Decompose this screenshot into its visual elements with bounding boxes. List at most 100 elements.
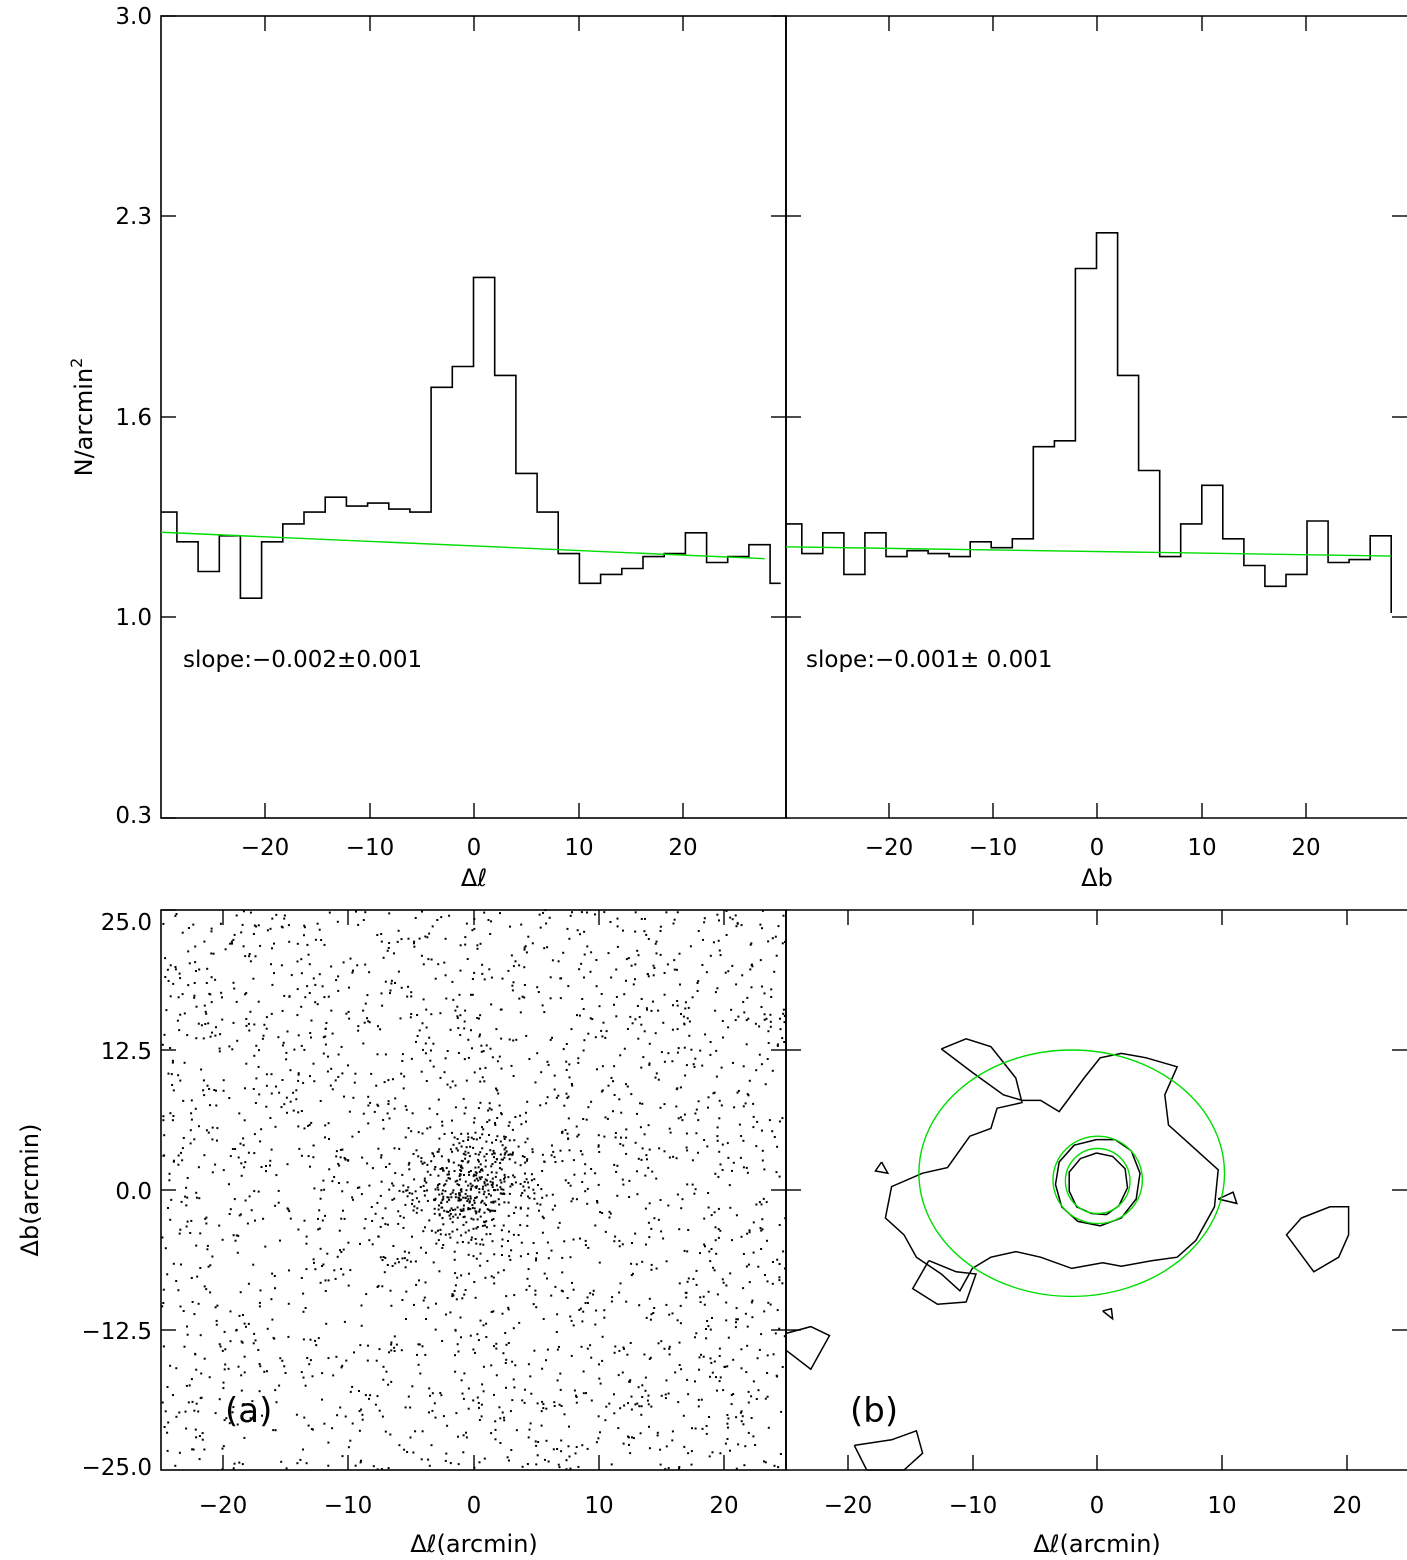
scatter-point [391, 1198, 394, 1201]
scatter-point [665, 1445, 668, 1448]
scatter-point [551, 1208, 554, 1211]
scatter-point [673, 959, 676, 962]
scatter-point [722, 1036, 724, 1039]
scatter-point [309, 1359, 312, 1362]
scatter-point [360, 1304, 363, 1307]
scatter-point [679, 983, 681, 986]
scatter-point [485, 1140, 488, 1143]
scatter-point [409, 1016, 412, 1019]
scatter-point [722, 1281, 725, 1284]
scatter-point [438, 1213, 441, 1216]
scatter-point [472, 1348, 475, 1351]
scatter-point [286, 1163, 289, 1166]
scatter-point [544, 909, 547, 912]
scatter-point [634, 978, 636, 981]
scatter-point [584, 1163, 587, 1166]
scatter-point [473, 1173, 476, 1176]
scatter-point [258, 1093, 261, 1096]
scatter-point [482, 1050, 485, 1053]
scatter-point [170, 1198, 173, 1201]
scatter-point [672, 922, 675, 925]
scatter-point [683, 1445, 686, 1448]
scatter-point [583, 953, 586, 956]
scatter-point [467, 1038, 470, 1041]
scatter-point [533, 1192, 536, 1195]
scatter-point [724, 1442, 727, 1445]
scatter-point [207, 1265, 210, 1268]
scatter-point [490, 1165, 493, 1168]
scatter-point [418, 1279, 420, 1282]
scatter-point [503, 1148, 506, 1151]
scatter-point [203, 1448, 206, 1451]
scatter-point [509, 1153, 512, 1156]
scatter-point [459, 1208, 462, 1211]
scatter-point [692, 1278, 695, 1280]
scatter-point [449, 1212, 452, 1215]
scatter-point [628, 1443, 630, 1446]
scatter-point [418, 1029, 421, 1032]
scatter-point [668, 1347, 671, 1350]
scatter-point [257, 1190, 260, 1193]
scatter-point [507, 1201, 510, 1204]
scatter-point [377, 1025, 379, 1028]
scatter-point [327, 1055, 329, 1058]
scatter-point [478, 1208, 481, 1211]
scatter-point [492, 1310, 495, 1313]
scatter-point [639, 1102, 641, 1105]
scatter-point [559, 1372, 562, 1375]
scatter-point [161, 1305, 164, 1308]
scatter-point [510, 1064, 513, 1067]
scatter-point [479, 1151, 482, 1154]
scatter-point [652, 1000, 654, 1003]
scatter-point [210, 927, 213, 930]
scatter-point [721, 1020, 724, 1022]
scatter-point [281, 1079, 284, 1081]
scatter-point [527, 1186, 530, 1189]
scatter-point [454, 1009, 457, 1012]
contour-line-5 [785, 1325, 831, 1371]
scatter-point [712, 1266, 715, 1269]
scatter-point [459, 1178, 462, 1181]
scatter-point [728, 1184, 731, 1187]
scatter-point [174, 968, 177, 971]
scatter-point [310, 1121, 313, 1124]
scatter-point [162, 1154, 165, 1157]
scatter-point [654, 942, 657, 945]
scatter-point [720, 1104, 723, 1107]
scatter-point [411, 1235, 413, 1238]
scatter-point [452, 1143, 455, 1146]
scatter-point [650, 1227, 653, 1230]
scatter-point [782, 1012, 785, 1015]
scatter-point [644, 1376, 647, 1379]
scatter-point [381, 1285, 384, 1288]
scatter-point [524, 1161, 527, 1164]
scatter-point [574, 1452, 577, 1455]
scatter-point [209, 993, 212, 996]
scatter-point [756, 1357, 759, 1360]
scatter-point [357, 1025, 360, 1028]
scatter-point [437, 1184, 440, 1187]
y-axis-title-superscript: 2 [67, 358, 86, 368]
scatter-point [265, 1016, 268, 1019]
scatter-point [193, 1138, 196, 1141]
scatter-point [473, 1207, 476, 1210]
scatter-point [364, 1394, 367, 1397]
scatter-point [490, 976, 493, 979]
scatter-point [383, 1081, 386, 1084]
scatter-point [400, 938, 403, 941]
scatter-point [230, 940, 233, 943]
scatter-point [456, 1228, 459, 1231]
scatter-point [498, 1406, 501, 1409]
scatter-point [711, 1371, 714, 1374]
scatter-point [210, 1001, 213, 1004]
scatter-point [761, 1129, 763, 1132]
scatter-point [161, 1401, 164, 1404]
scatter-point [187, 1401, 190, 1404]
scatter-point [473, 1466, 476, 1469]
scatter-point [456, 1179, 459, 1182]
scatter-point [215, 1323, 218, 1326]
scatter-point [336, 920, 339, 923]
scatter-point [636, 1170, 638, 1173]
scatter-point [752, 1251, 755, 1254]
scatter-point [420, 1157, 423, 1159]
